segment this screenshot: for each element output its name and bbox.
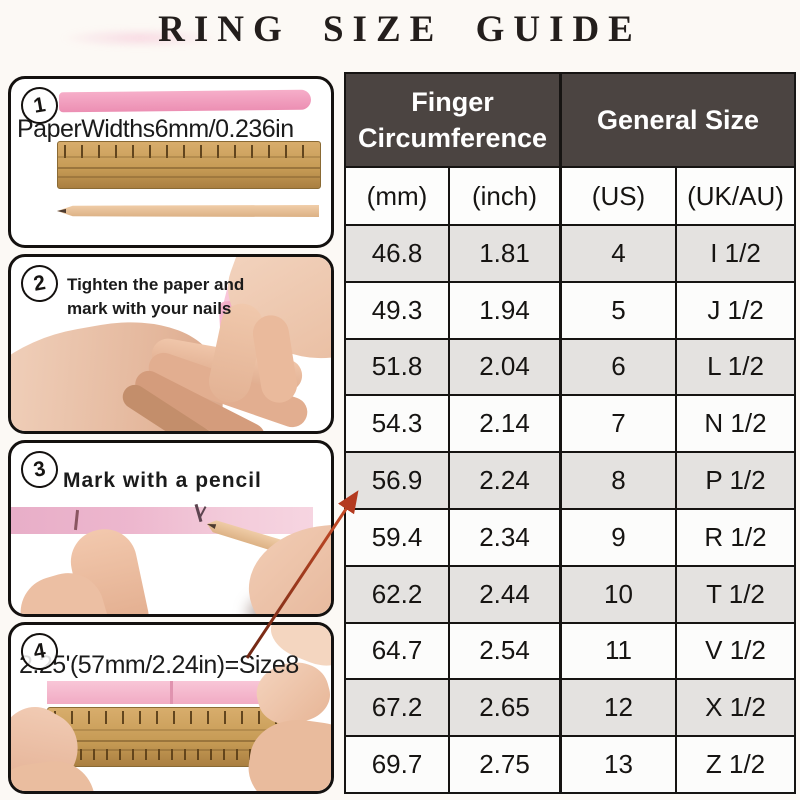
size-cell: 67.2 xyxy=(346,680,450,736)
size-cell: 4 xyxy=(562,226,677,281)
ruler-grain xyxy=(58,167,320,170)
table-row: 62.2 2.44 10 T 1/2 xyxy=(346,564,794,622)
size-cell: 5 xyxy=(562,282,677,338)
ruler-ticks xyxy=(54,749,292,760)
table-row: 64.7 2.54 11 V 1/2 xyxy=(346,621,794,679)
size-cell: 69.7 xyxy=(346,737,450,792)
step-4-caption: 2.25'(57mm/2.24in)=Size8 xyxy=(19,651,299,679)
table-subheader-row: (mm) (inch) (US) (UK/AU) xyxy=(346,166,794,224)
size-cell: I 1/2 xyxy=(710,237,761,268)
size-cell: 13 xyxy=(562,737,677,792)
paper-strip-graphic xyxy=(11,507,313,534)
table-row: 46.8 1.81 4 I 1/2 xyxy=(346,224,794,281)
header-general-size: General Size xyxy=(596,104,760,135)
table-row: 59.4 2.34 9 R 1/2 xyxy=(346,507,794,565)
size-cell: 2.65 xyxy=(450,680,562,736)
size-cell: 10 xyxy=(562,566,677,622)
pink-smudge-decoration xyxy=(60,28,220,48)
pencil-tip xyxy=(57,208,66,214)
step-1-caption: PaperWidths6mm/0.236in xyxy=(17,115,294,143)
size-cell: 64.7 xyxy=(346,623,450,679)
step-2-caption: Tighten the paper and mark with your nai… xyxy=(67,273,244,321)
ruler-grain xyxy=(48,739,298,742)
size-cell: 49.3 xyxy=(346,282,450,338)
size-cell: 11 xyxy=(562,623,677,679)
size-cell: 9 xyxy=(562,509,677,565)
size-cell: 2.04 xyxy=(450,339,562,395)
step-panel-2: 2 Tighten the paper and mark with your n… xyxy=(8,254,334,434)
size-cell: 6 xyxy=(562,339,677,395)
table-header-row: Finger Circumference General Size xyxy=(346,74,794,166)
size-cell: T 1/2 xyxy=(706,578,765,609)
ruler-ticks xyxy=(54,711,292,724)
step-2-caption-line1: Tighten the paper and xyxy=(67,275,245,294)
ring-size-table: Finger Circumference General Size (mm) (… xyxy=(344,72,796,794)
size-cell: 12 xyxy=(562,680,677,736)
page-title: RING SIZE GUIDE xyxy=(158,9,642,50)
size-cell: J 1/2 xyxy=(707,294,764,325)
table-row: 51.8 2.04 6 L 1/2 xyxy=(346,337,794,395)
step-panel-4: 4 2.25'(57mm/2.24in)=Size8 xyxy=(8,622,334,794)
size-cell: 62.2 xyxy=(346,566,450,622)
table-row: 69.7 2.75 13 Z 1/2 xyxy=(346,735,794,792)
step-panel-3: 3 Mark with a pencil xyxy=(8,440,334,617)
table-row: 67.2 2.65 12 X 1/2 xyxy=(346,678,794,736)
step-3-caption: Mark with a pencil xyxy=(63,469,262,492)
step-3-number-badge: 3 xyxy=(18,448,61,491)
size-cell: N 1/2 xyxy=(704,408,767,439)
size-cell: 51.8 xyxy=(346,339,450,395)
table-row-highlighted: 56.9 2.24 8 P 1/2 xyxy=(346,451,794,508)
step-2-caption-line2: mark with your nails xyxy=(67,298,232,318)
pencil-graphic xyxy=(57,205,319,217)
size-cell: 54.3 xyxy=(346,396,450,452)
step-panel-1: 1 PaperWidths6mm/0.236in xyxy=(8,76,334,248)
paper-strip-graphic xyxy=(58,89,312,113)
size-cell: 8 xyxy=(562,453,677,508)
size-cell: 2.44 xyxy=(450,566,562,622)
subheader-inch: (inch) xyxy=(450,168,562,224)
header-finger-circumference: Finger Circumference xyxy=(346,74,562,166)
size-cell: Z 1/2 xyxy=(705,749,766,780)
ruler-ticks xyxy=(64,145,314,158)
table-row: 49.3 1.94 5 J 1/2 xyxy=(346,280,794,338)
size-cell: P 1/2 xyxy=(705,465,766,496)
size-cell: 1.81 xyxy=(450,226,562,281)
size-cell: 56.9 xyxy=(346,453,450,508)
size-cell: 46.8 xyxy=(346,226,450,281)
size-cell: 2.14 xyxy=(450,396,562,452)
pencil-body xyxy=(57,205,319,217)
ruler-graphic xyxy=(57,141,321,189)
size-cell: 7 xyxy=(562,396,677,452)
subheader-ukau: (UK/AU) xyxy=(687,180,784,211)
size-cell: V 1/2 xyxy=(705,635,766,666)
subheader-mm: (mm) xyxy=(346,168,450,224)
table-row: 54.3 2.14 7 N 1/2 xyxy=(346,394,794,452)
size-cell: 2.24 xyxy=(450,453,562,508)
size-cell: 2.34 xyxy=(450,509,562,565)
size-cell: 2.54 xyxy=(450,623,562,679)
size-cell: 1.94 xyxy=(450,282,562,338)
size-cell: X 1/2 xyxy=(705,692,766,723)
paper-strip-graphic xyxy=(47,681,297,704)
size-cell: R 1/2 xyxy=(704,521,767,552)
size-cell: L 1/2 xyxy=(707,351,764,382)
step-2-number-badge: 2 xyxy=(18,262,61,305)
size-cell: 2.75 xyxy=(450,737,562,792)
size-cell: 59.4 xyxy=(346,509,450,565)
subheader-us: (US) xyxy=(562,168,677,224)
paper-fold-line xyxy=(169,681,173,704)
